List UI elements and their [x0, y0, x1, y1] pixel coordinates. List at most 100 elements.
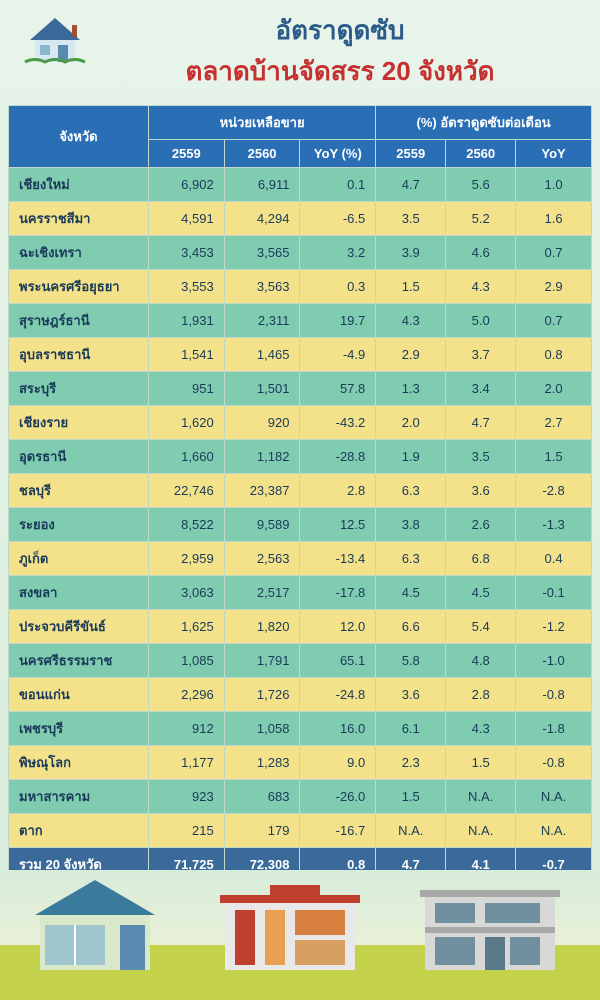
cell-a59: 5.8 — [376, 644, 446, 678]
cell-uyoy: 16.0 — [300, 712, 376, 746]
cell-uyoy: 57.8 — [300, 372, 376, 406]
cell-a60: 4.7 — [446, 406, 516, 440]
cell-uyoy: -28.8 — [300, 440, 376, 474]
table-row: ฉะเชิงเทรา3,4533,5653.23.94.60.7 — [9, 236, 592, 270]
cell-a59: 2.9 — [376, 338, 446, 372]
cell-a60: 1.5 — [446, 746, 516, 780]
cell-u60: 23,387 — [224, 474, 300, 508]
cell-a60: 3.6 — [446, 474, 516, 508]
cell-a60: 5.2 — [446, 202, 516, 236]
footer-house-1 — [20, 870, 180, 980]
cell-a60: 4.5 — [446, 576, 516, 610]
footer-house-2 — [210, 865, 380, 980]
cell-ayoy: -0.1 — [516, 576, 592, 610]
cell-a60: 4.3 — [446, 712, 516, 746]
header: อัตราดูดซับ ตลาดบ้านจัดสรร 20 จังหวัด — [0, 0, 600, 97]
cell-u60: 1,820 — [224, 610, 300, 644]
cell-uyoy: 19.7 — [300, 304, 376, 338]
cell-u59: 3,553 — [148, 270, 224, 304]
table-row: สงขลา3,0632,517-17.84.54.5-0.1 — [9, 576, 592, 610]
cell-uyoy: -6.5 — [300, 202, 376, 236]
cell-a60: 5.4 — [446, 610, 516, 644]
province: ฉะเชิงเทรา — [9, 236, 149, 270]
province: นครราชสีมา — [9, 202, 149, 236]
cell-uyoy: 9.0 — [300, 746, 376, 780]
table-row: อุบลราชธานี1,5411,465-4.92.93.70.8 — [9, 338, 592, 372]
cell-a60: 5.6 — [446, 168, 516, 202]
cell-a59: 6.1 — [376, 712, 446, 746]
cell-a60: 4.8 — [446, 644, 516, 678]
province: นครศรีธรรมราช — [9, 644, 149, 678]
cell-u60: 1,501 — [224, 372, 300, 406]
province: พระนครศรีอยุธยา — [9, 270, 149, 304]
cell-u59: 2,296 — [148, 678, 224, 712]
province: อุดรธานี — [9, 440, 149, 474]
th-units-2560: 2560 — [224, 140, 300, 168]
cell-ayoy: 1.6 — [516, 202, 592, 236]
table-row: ระยอง8,5229,58912.53.82.6-1.3 — [9, 508, 592, 542]
table-row: ชลบุรี22,74623,3872.86.33.6-2.8 — [9, 474, 592, 508]
cell-ayoy: 0.8 — [516, 338, 592, 372]
cell-u59: 1,660 — [148, 440, 224, 474]
cell-uyoy: -43.2 — [300, 406, 376, 440]
cell-a60: 4.6 — [446, 236, 516, 270]
cell-a60: 2.8 — [446, 678, 516, 712]
cell-u59: 1,625 — [148, 610, 224, 644]
province: สุราษฎร์ธานี — [9, 304, 149, 338]
cell-ayoy: 0.7 — [516, 304, 592, 338]
cell-ayoy: N.A. — [516, 780, 592, 814]
cell-uyoy: 0.1 — [300, 168, 376, 202]
cell-a60: N.A. — [446, 780, 516, 814]
cell-u59: 8,522 — [148, 508, 224, 542]
cell-a59: 2.0 — [376, 406, 446, 440]
th-units-2559: 2559 — [148, 140, 224, 168]
cell-ayoy: -1.0 — [516, 644, 592, 678]
cell-u59: 215 — [148, 814, 224, 848]
cell-ayoy: 2.0 — [516, 372, 592, 406]
table-body: เชียงใหม่6,9026,9110.14.75.61.0นครราชสีม… — [9, 168, 592, 848]
cell-uyoy: 0.3 — [300, 270, 376, 304]
cell-a59: 3.8 — [376, 508, 446, 542]
cell-uyoy: -16.7 — [300, 814, 376, 848]
title-bottom: ตลาดบ้านจัดสรร 20 จังหวัด — [100, 51, 580, 92]
cell-ayoy: -0.8 — [516, 678, 592, 712]
cell-a59: 6.6 — [376, 610, 446, 644]
table-row: ขอนแก่น2,2961,726-24.83.62.8-0.8 — [9, 678, 592, 712]
th-province: จังหวัด — [9, 106, 149, 168]
cell-ayoy: -0.8 — [516, 746, 592, 780]
cell-ayoy: 2.9 — [516, 270, 592, 304]
cell-u60: 3,565 — [224, 236, 300, 270]
cell-uyoy: 12.5 — [300, 508, 376, 542]
cell-u59: 3,063 — [148, 576, 224, 610]
cell-u60: 920 — [224, 406, 300, 440]
province: สระบุรี — [9, 372, 149, 406]
table-row: เชียงราย1,620920-43.22.04.72.7 — [9, 406, 592, 440]
province: ระยอง — [9, 508, 149, 542]
table-row: เชียงใหม่6,9026,9110.14.75.61.0 — [9, 168, 592, 202]
province: ตาก — [9, 814, 149, 848]
cell-u60: 1,791 — [224, 644, 300, 678]
cell-a59: 4.3 — [376, 304, 446, 338]
cell-u59: 1,541 — [148, 338, 224, 372]
cell-a59: 3.9 — [376, 236, 446, 270]
cell-u59: 912 — [148, 712, 224, 746]
table-row: สุราษฎร์ธานี1,9312,31119.74.35.00.7 — [9, 304, 592, 338]
table-row: ตาก215179-16.7N.A.N.A.N.A. — [9, 814, 592, 848]
cell-u59: 6,902 — [148, 168, 224, 202]
cell-u60: 6,911 — [224, 168, 300, 202]
province: พิษณุโลก — [9, 746, 149, 780]
cell-u60: 9,589 — [224, 508, 300, 542]
cell-u60: 2,563 — [224, 542, 300, 576]
cell-a60: 3.7 — [446, 338, 516, 372]
table-row: เพชรบุรี9121,05816.06.14.3-1.8 — [9, 712, 592, 746]
cell-u60: 1,182 — [224, 440, 300, 474]
province: เพชรบุรี — [9, 712, 149, 746]
cell-a59: 2.3 — [376, 746, 446, 780]
cell-ayoy: N.A. — [516, 814, 592, 848]
cell-uyoy: 65.1 — [300, 644, 376, 678]
province: ขอนแก่น — [9, 678, 149, 712]
cell-a59: 4.5 — [376, 576, 446, 610]
cell-ayoy: -1.2 — [516, 610, 592, 644]
cell-u60: 4,294 — [224, 202, 300, 236]
cell-a60: 3.5 — [446, 440, 516, 474]
